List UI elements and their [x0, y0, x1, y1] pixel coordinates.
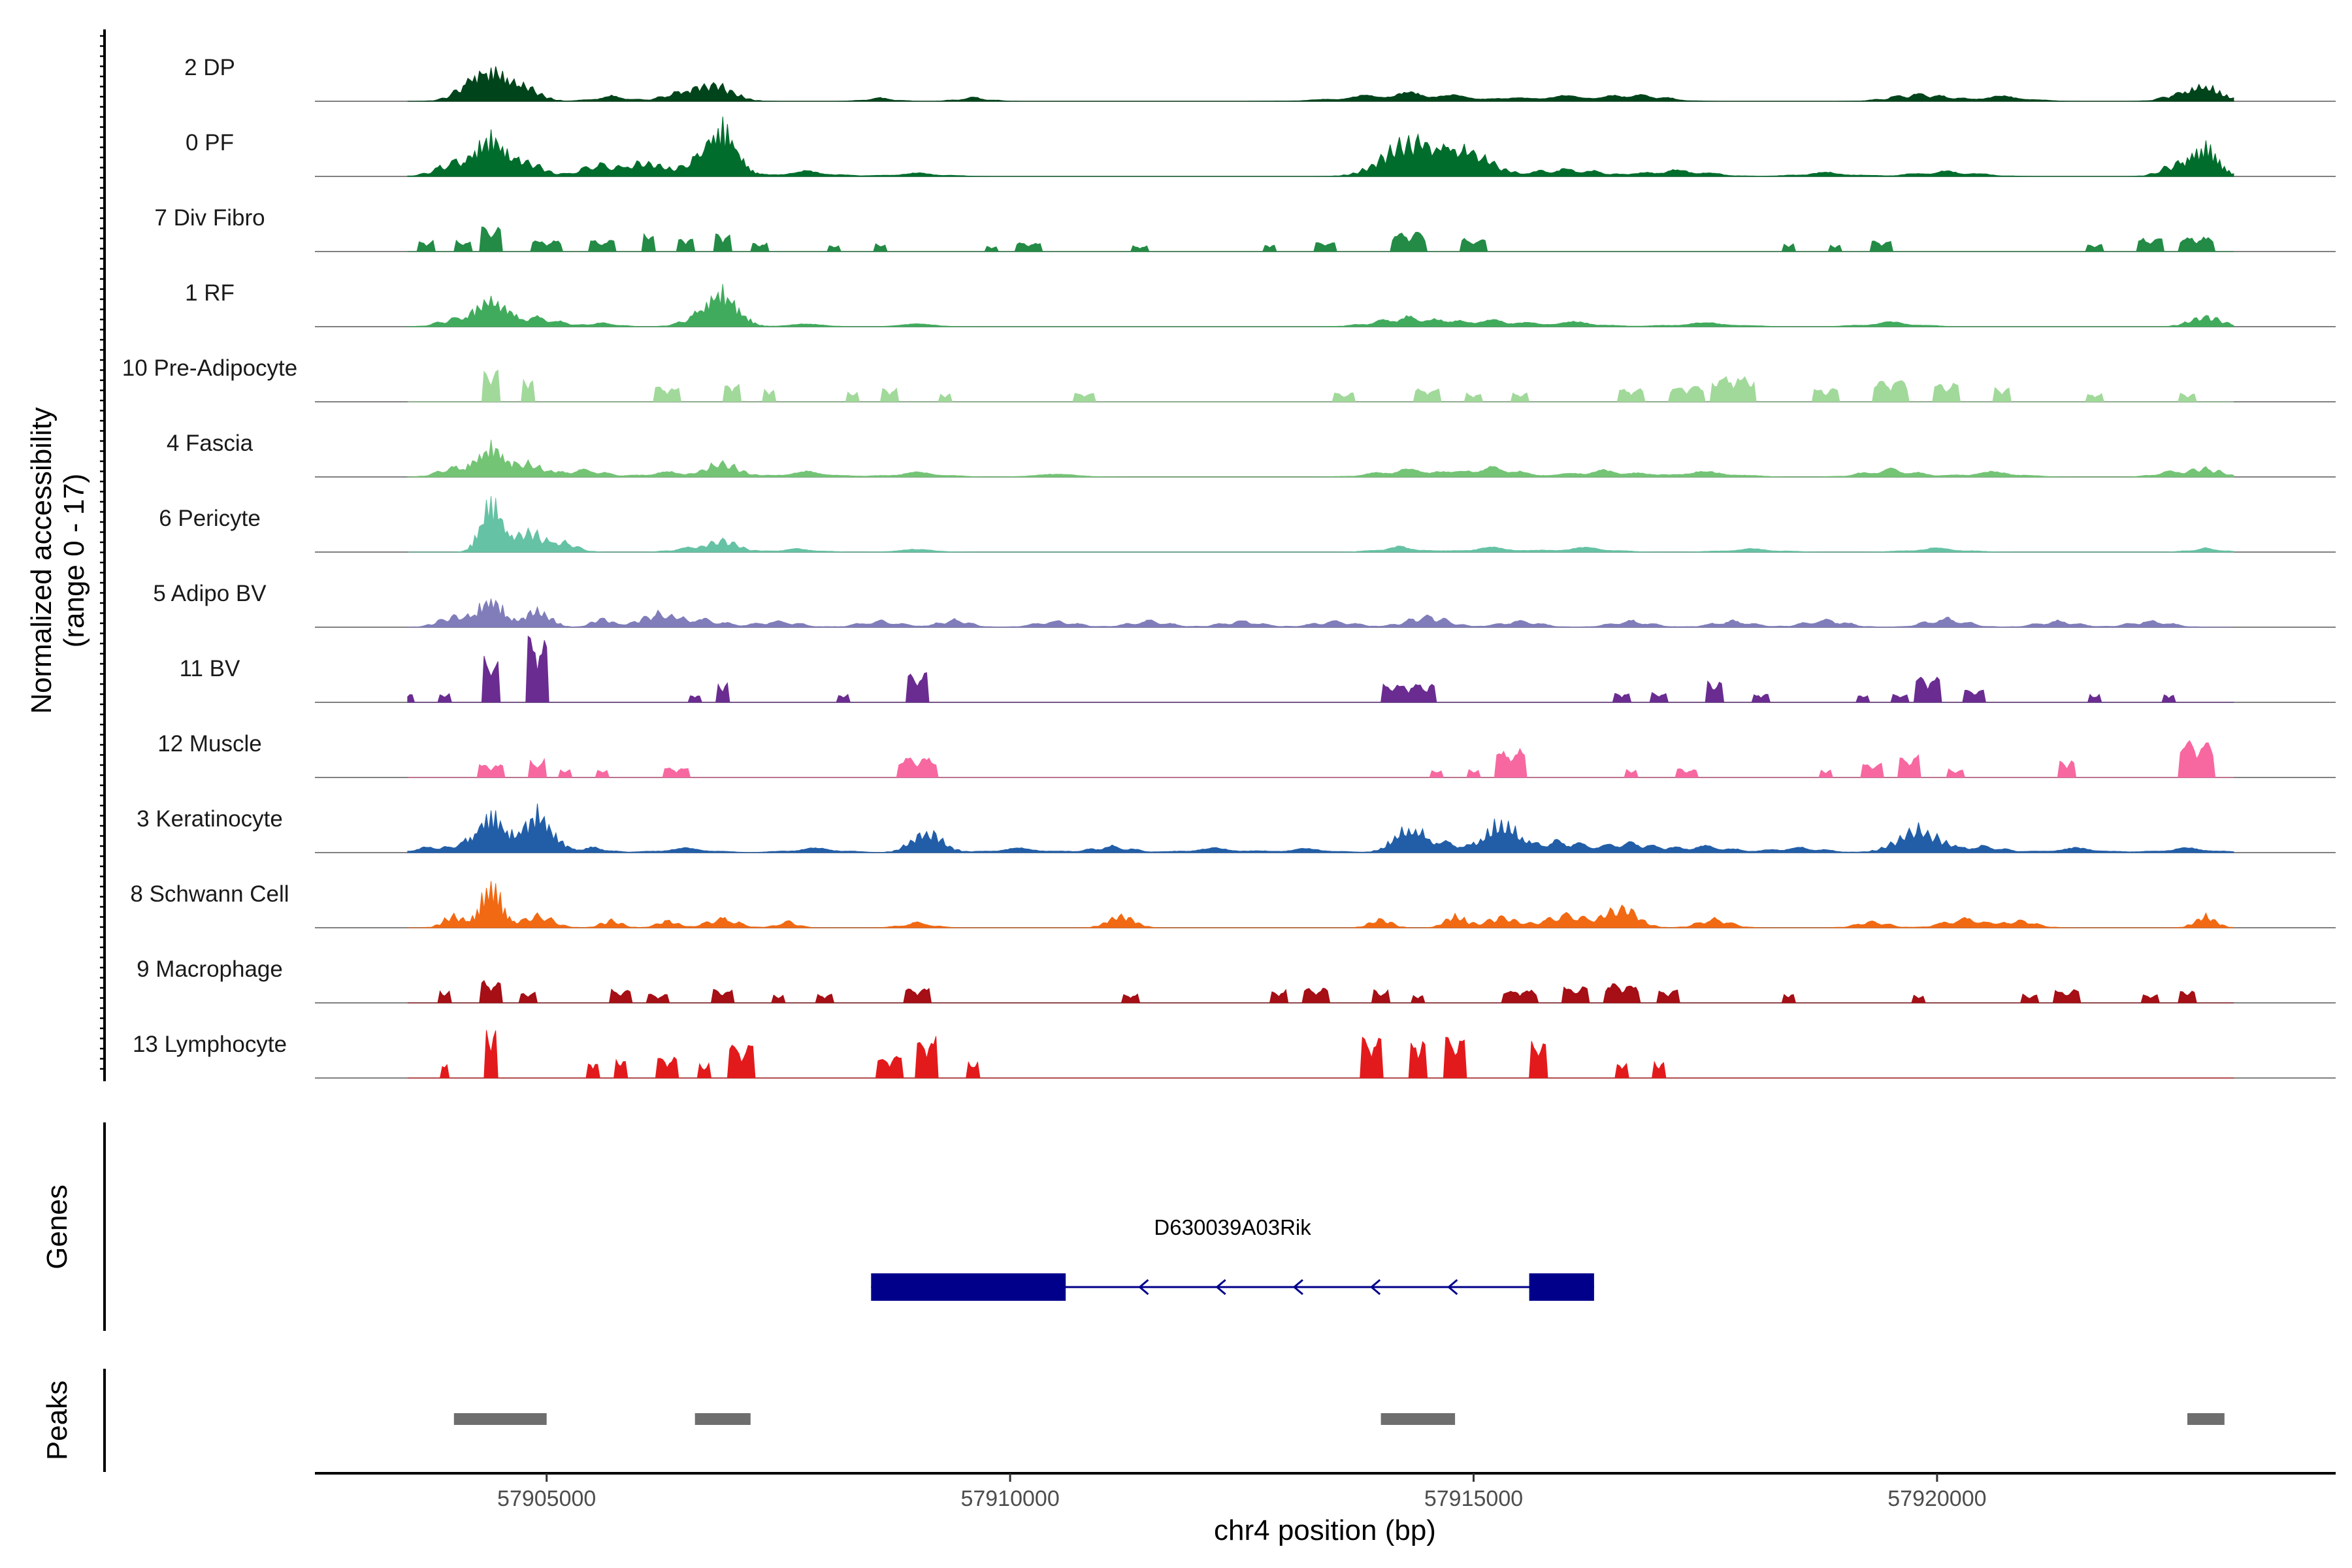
- x-tick-label: 57920000: [1887, 1486, 1986, 1511]
- track-label: 13 Lymphocyte: [133, 1032, 287, 1057]
- track-13-lymphocyte: 13 Lymphocyte: [133, 1030, 2336, 1079]
- coverage-area: [407, 804, 2234, 853]
- coverage-area: [407, 635, 2234, 703]
- track-10-pre-adipocyte: 10 Pre-Adipocyte: [122, 355, 2336, 402]
- track-label: 1 RF: [185, 280, 235, 306]
- strand-arrow-icon: [1215, 1279, 1226, 1296]
- track-12-muscle: 12 Muscle: [157, 731, 2336, 778]
- track-label: 9 Macrophage: [137, 956, 283, 982]
- accessibility-axis-ticks: [100, 35, 105, 1070]
- track-1-rf: 1 RF: [185, 280, 2336, 327]
- genes-panel-label: Genes: [41, 1184, 73, 1269]
- coverage-area: [407, 226, 2234, 252]
- coverage-area: [407, 979, 2234, 1004]
- track-5-adipo-bv: 5 Adipo BV: [153, 581, 2336, 628]
- coverage-area: [407, 440, 2234, 478]
- coverage-area: [407, 1030, 2234, 1079]
- track-11-bv: 11 BV: [180, 635, 2336, 703]
- peaks-panel: [453, 1413, 2225, 1425]
- track-7-div-fibro: 7 Div Fibro: [154, 205, 2336, 252]
- coverage-area: [407, 369, 2234, 402]
- track-label: 8 Schwann Cell: [130, 881, 289, 907]
- track-0-pf: 0 PF: [186, 116, 2336, 177]
- strand-arrow-icon: [1292, 1279, 1303, 1296]
- track-label: 3 Keratinocyte: [137, 806, 283, 832]
- coverage-area: [407, 284, 2234, 327]
- gene-name: D630039A03Rik: [1154, 1215, 1311, 1239]
- coverage-area: [407, 740, 2234, 778]
- gene-exon: [871, 1273, 1066, 1301]
- coverage-area: [407, 116, 2234, 177]
- peak-region: [1380, 1413, 1456, 1425]
- strand-arrow-icon: [1138, 1279, 1149, 1296]
- track-label: 12 Muscle: [157, 731, 262, 757]
- coverage-area: [407, 881, 2234, 928]
- coverage-area: [407, 496, 2234, 553]
- track-label: 4 Fascia: [167, 431, 253, 456]
- track-label: 5 Adipo BV: [153, 581, 267, 606]
- peak-region: [453, 1413, 547, 1425]
- track-6-pericyte: 6 Pericyte: [159, 496, 2336, 553]
- x-tick-label: 57910000: [960, 1486, 1059, 1511]
- track-label: 2 DP: [184, 55, 235, 80]
- track-2-dp: 2 DP: [184, 55, 2336, 102]
- peak-region: [2187, 1413, 2225, 1425]
- tracks-panel: 2 DP 0 PF 7 Div Fibro 1 RF 10 Pre-Adipocyte 4…: [122, 55, 2336, 1079]
- coverage-area: [407, 598, 2234, 628]
- track-8-schwann-cell: 8 Schwann Cell: [130, 881, 2336, 928]
- x-axis-title: chr4 position (bp): [1214, 1514, 1436, 1546]
- peak-region: [694, 1413, 751, 1425]
- y-axis-title: Normalized accessibility: [25, 407, 57, 713]
- x-tick-label: 57905000: [497, 1486, 596, 1511]
- track-3-keratinocyte: 3 Keratinocyte: [137, 804, 2336, 853]
- x-axis-ticks: 57905000 57910000 57915000 57920000: [497, 1473, 1987, 1511]
- gene-exon: [1529, 1273, 1594, 1301]
- x-tick-label: 57915000: [1424, 1486, 1523, 1511]
- track-label: 7 Div Fibro: [154, 205, 265, 231]
- track-4-fascia: 4 Fascia: [167, 431, 2336, 478]
- y-axis-subtitle: (range 0 - 17): [58, 474, 90, 648]
- gene-panel: D630039A03Rik: [871, 1215, 1594, 1301]
- strand-arrow-icon: [1447, 1279, 1458, 1296]
- track-label: 6 Pericyte: [159, 506, 261, 531]
- track-9-macrophage: 9 Macrophage: [137, 956, 2336, 1004]
- track-label: 11 BV: [180, 656, 240, 681]
- peaks-panel-label: Peaks: [41, 1380, 73, 1460]
- coverage-area: [407, 66, 2234, 102]
- strand-arrow-icon: [1369, 1279, 1381, 1296]
- track-label: 10 Pre-Adipocyte: [122, 355, 297, 381]
- track-label: 0 PF: [186, 130, 234, 155]
